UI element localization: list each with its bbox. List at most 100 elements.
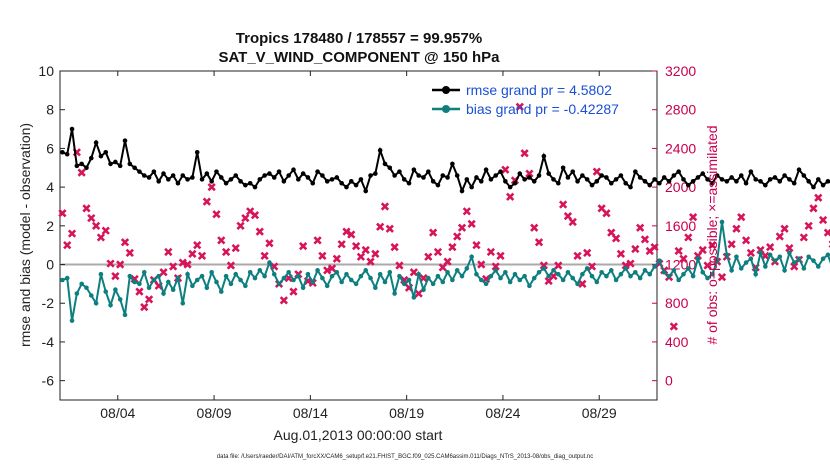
bias-point	[623, 266, 629, 271]
assimilated-point	[332, 254, 341, 263]
assimilated-point	[790, 262, 799, 271]
bias-point	[430, 281, 436, 287]
assimilated-point	[448, 242, 457, 252]
rmse-point	[522, 177, 527, 182]
bias-point	[108, 302, 113, 308]
y-right-tick-label: 2800	[665, 102, 696, 118]
assimilated-point	[183, 260, 192, 269]
bias-point	[454, 268, 460, 273]
bias-point	[238, 277, 243, 283]
rmse-point	[782, 173, 787, 178]
assimilated-point	[111, 272, 120, 281]
bias-point	[257, 268, 263, 273]
bias-point	[478, 277, 484, 283]
rmse-point	[681, 177, 686, 182]
rmse-point	[772, 175, 778, 180]
bias-point	[806, 254, 811, 260]
rmse-point	[469, 184, 474, 190]
assimilated-point	[159, 268, 168, 277]
bias-point	[575, 281, 580, 287]
bias-point	[228, 281, 234, 287]
rmse-point	[719, 177, 725, 182]
legend-bias-label: bias grand pr = -0.42287	[466, 101, 619, 117]
bias-point	[103, 289, 109, 294]
assimilated-point	[679, 254, 688, 263]
assimilated-point	[169, 262, 178, 271]
rmse-point	[358, 177, 364, 182]
assimilated-point	[395, 261, 404, 270]
rmse-point	[166, 177, 171, 182]
bias-point	[729, 268, 734, 273]
rmse-point	[700, 171, 706, 176]
bias-point	[517, 277, 523, 283]
rmse-point	[117, 163, 123, 169]
assimilated-point	[279, 296, 288, 305]
y-left-tick-label: 10	[38, 63, 54, 79]
rmse-point	[724, 179, 730, 184]
rmse-point	[478, 179, 484, 184]
assimilated-point	[347, 230, 356, 239]
bias-point	[132, 279, 137, 285]
bias-point	[247, 269, 253, 275]
assimilated-point	[197, 251, 207, 260]
bias-point	[772, 258, 778, 263]
bias-point	[464, 266, 470, 271]
bias-point	[580, 271, 585, 277]
rmse-point	[676, 169, 681, 174]
bias-point	[88, 293, 94, 298]
bias-point	[344, 271, 349, 277]
rmse-point	[175, 180, 181, 186]
bias-point	[527, 283, 532, 289]
legend: rmse grand pr = 4.5802 bias grand pr = -…	[432, 82, 619, 117]
rmse-point	[218, 175, 224, 180]
assimilated-point	[236, 221, 245, 230]
bias-point	[353, 281, 359, 287]
bias-point	[633, 269, 638, 275]
assimilated-point	[424, 252, 433, 261]
bias-point	[363, 268, 369, 273]
rmse-point	[377, 148, 383, 153]
bias-point	[243, 283, 248, 289]
y-right-tick-label: 400	[665, 334, 689, 350]
rmse-point	[353, 182, 359, 188]
y-right-tick-label: 2400	[665, 140, 696, 156]
rmse-point	[608, 180, 614, 186]
assimilated-point	[414, 289, 423, 298]
assimilated-point	[313, 236, 322, 245]
rmse-point	[84, 165, 89, 171]
bias-point	[305, 271, 311, 277]
rmse-point	[79, 161, 84, 167]
assimilated-point	[58, 209, 67, 218]
rmse-point	[262, 173, 267, 178]
y-axis-left: -6 -4 -2 0 2 4 6 8 10	[38, 63, 65, 389]
bias-point	[426, 275, 431, 281]
assimilated-point	[737, 212, 746, 222]
bias-point	[98, 271, 104, 277]
bias-point	[223, 273, 229, 279]
y-left-tick-label: 6	[46, 140, 54, 156]
assimilated-point	[462, 207, 471, 216]
assimilated-point	[120, 238, 130, 247]
assimilated-point	[573, 251, 582, 260]
assimilated-point	[125, 248, 134, 258]
bias-point	[507, 279, 513, 285]
rmse-point	[685, 182, 691, 188]
bias-point	[758, 250, 763, 256]
rmse-point	[604, 175, 609, 180]
rmse-point	[98, 153, 104, 159]
bias-point	[185, 271, 190, 277]
bias-point	[190, 283, 195, 289]
rmse-point	[132, 165, 137, 171]
rmse-point	[565, 175, 571, 180]
assimilated-point	[491, 262, 500, 271]
assimilated-point	[626, 259, 635, 268]
bias-point	[522, 273, 527, 279]
bias-point	[170, 287, 176, 292]
rmse-point	[320, 173, 325, 178]
y-right-tick-label: 1200	[665, 257, 696, 273]
rmse-point	[267, 171, 272, 176]
bias-point	[74, 291, 80, 296]
rmse-point	[527, 175, 532, 180]
assimilated-point	[587, 262, 597, 271]
